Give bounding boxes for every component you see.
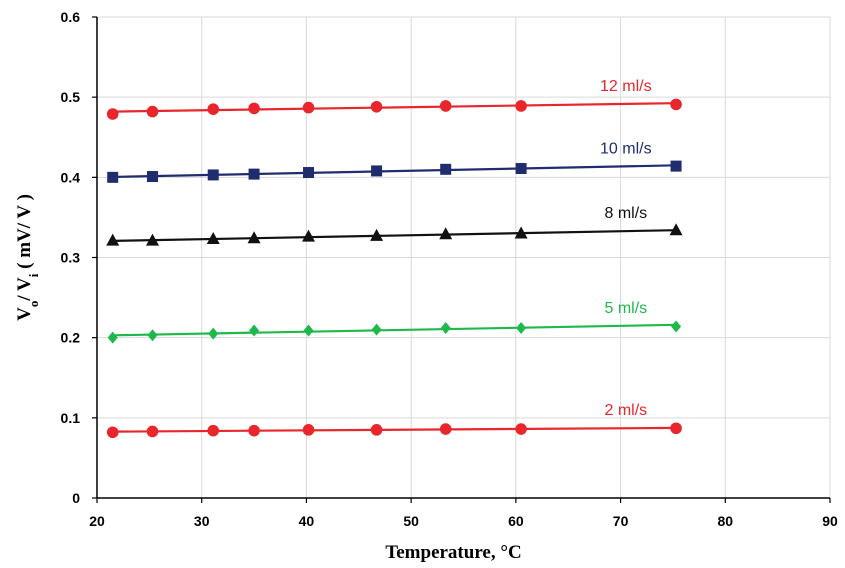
data-point [106, 108, 119, 120]
x-tick-label: 30 [194, 513, 210, 529]
data-point [247, 231, 261, 244]
x-tick-label: 20 [89, 513, 105, 529]
y-tick-label: 0 [72, 490, 80, 506]
series-line [112, 426, 677, 433]
data-point [515, 100, 527, 112]
data-point [146, 105, 159, 118]
data-point [370, 228, 384, 241]
data-point [106, 426, 119, 439]
data-point [515, 163, 527, 175]
data-point [670, 160, 682, 172]
x-tick-label: 40 [299, 513, 315, 529]
series-label: 12 ml/s [600, 78, 652, 95]
y-tick-label: 0.4 [61, 169, 81, 185]
data-point [146, 425, 159, 438]
y-axis-title-v1: V [14, 307, 35, 321]
data-point [207, 103, 220, 115]
tick-labels: 20 30 40 50 60 70 80 90 0 0.1 0.2 0.3 0.4 0.5 0.6 [61, 9, 838, 529]
data-point [145, 233, 159, 246]
y-axis-title-sub-i: i [26, 273, 41, 277]
data-point [670, 98, 682, 111]
data-point [248, 424, 260, 437]
series-group [106, 98, 683, 439]
series-12-ml-s [106, 98, 682, 120]
data-point [370, 424, 383, 436]
data-point [669, 223, 683, 236]
y-tick-label: 0.6 [61, 9, 81, 25]
data-point [439, 227, 453, 240]
y-axis-title-rest: ( mV/ V ) [14, 194, 35, 274]
x-tick-label: 50 [403, 513, 419, 529]
data-point [146, 171, 158, 183]
data-point [514, 226, 528, 239]
y-axis-title-mid: / V [14, 277, 35, 302]
data-point [670, 422, 682, 435]
data-point [107, 331, 118, 344]
data-point [439, 423, 452, 435]
series-line [112, 102, 677, 113]
series-line [112, 164, 677, 179]
gridlines [97, 16, 831, 498]
y-tick-label: 0.2 [61, 330, 81, 346]
series-10-ml-s [107, 160, 682, 183]
x-tick-label: 90 [822, 513, 838, 529]
series-8-ml-s [106, 223, 683, 246]
series-5-ml-s [107, 320, 682, 344]
data-point [208, 327, 219, 340]
y-axis-title: Vo/ Vi ( mV/ V ) [14, 194, 41, 321]
data-point [515, 423, 527, 435]
x-tick-label: 60 [508, 513, 524, 529]
data-point [206, 232, 220, 245]
data-point [248, 168, 260, 180]
data-point [302, 229, 316, 242]
x-tick-label: 80 [717, 513, 733, 529]
y-tick-label: 0.3 [61, 250, 81, 266]
data-point [370, 100, 383, 113]
data-point [371, 323, 382, 336]
data-point [248, 102, 260, 115]
data-point [440, 163, 452, 175]
data-point [302, 101, 315, 114]
data-point [439, 100, 452, 112]
data-point [671, 320, 682, 333]
data-point [249, 324, 260, 337]
series-2-ml-s [106, 422, 682, 439]
x-axis-title: Temperature, °C [385, 542, 521, 563]
y-tick-label: 0.1 [61, 410, 81, 426]
data-point [303, 167, 315, 179]
x-tick-label: 70 [613, 513, 629, 529]
data-point [371, 165, 383, 177]
series-line [112, 229, 677, 242]
series-line [112, 323, 677, 337]
series-label: 5 ml/s [604, 300, 647, 317]
data-point [107, 171, 119, 183]
data-point [207, 424, 220, 437]
axes [92, 16, 831, 503]
series-label: 8 ml/s [604, 205, 647, 222]
data-point [303, 324, 314, 337]
series-label: 2 ml/s [604, 402, 647, 419]
data-point [440, 322, 451, 335]
data-point [106, 233, 120, 246]
series-labels: 12 ml/s 10 ml/s 8 ml/s 5 ml/s 2 ml/s [600, 78, 652, 419]
y-axis-title-sub-o: o [26, 301, 41, 308]
data-point [207, 169, 219, 181]
data-point [302, 424, 315, 436]
y-tick-label: 0.5 [61, 89, 81, 105]
series-label: 10 ml/s [600, 140, 652, 157]
data-point [147, 329, 158, 342]
data-point [516, 322, 527, 335]
